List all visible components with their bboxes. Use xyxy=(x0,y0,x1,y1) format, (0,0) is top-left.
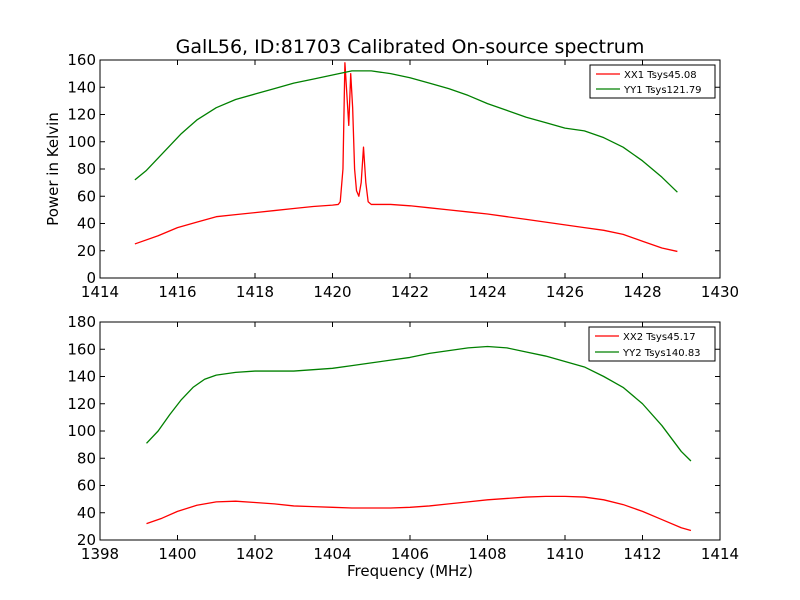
x-tick-label: 1404 xyxy=(313,545,351,563)
x-tick-label: 1424 xyxy=(468,283,506,301)
chart-title: GalL56, ID:81703 Calibrated On-source sp… xyxy=(176,36,645,58)
y-tick-label: 80 xyxy=(77,160,96,178)
y-tick-label: 60 xyxy=(77,477,96,495)
y-tick-label: 120 xyxy=(67,395,96,413)
x-tick-label: 1426 xyxy=(546,283,584,301)
x-tick-label: 1414 xyxy=(701,545,739,563)
y-tick-label: 140 xyxy=(67,368,96,386)
x-tick-label: 1414 xyxy=(81,283,119,301)
y-axis-label: Power in Kelvin xyxy=(44,112,62,226)
top-subplot: GalL56, ID:81703 Calibrated On-source sp… xyxy=(44,36,739,301)
bottom-legend-box xyxy=(588,326,716,362)
y-tick-label: 80 xyxy=(77,449,96,467)
y-tick-label: 180 xyxy=(67,313,96,331)
x-tick-label: 1418 xyxy=(236,283,274,301)
series-line-xx2 xyxy=(146,495,692,532)
bottom-legend: XX2 Tsys45.17 YY2 Tsys140.83 xyxy=(588,326,716,362)
legend-label-xx2: XX2 Tsys45.17 xyxy=(623,332,696,343)
top-axis-ticks: 1414 1416 1418 1420 1422 1424 1426 1428 1430 0 20 4… xyxy=(67,51,739,301)
top-legend-box xyxy=(589,64,716,99)
x-tick-label: 1416 xyxy=(158,283,196,301)
legend-label-xx1: XX1 Tsys45.08 xyxy=(624,70,697,81)
y-tick-label: 0 xyxy=(86,269,96,287)
series-line-yy2 xyxy=(146,345,692,462)
bottom-subplot: Frequency (MHz) 1398 1400 1402 1404 1406 1408… xyxy=(67,313,739,580)
y-tick-label: 20 xyxy=(77,242,96,260)
legend-label-yy1: YY1 Tsys121.79 xyxy=(623,85,702,96)
y-tick-label: 40 xyxy=(77,504,96,522)
y-tick-label: 160 xyxy=(67,340,96,358)
bottom-series-layer xyxy=(146,345,692,532)
x-tick-label: 1406 xyxy=(391,545,429,563)
x-tick-label: 1402 xyxy=(236,545,274,563)
x-tick-label: 1408 xyxy=(468,545,506,563)
y-tick-label: 140 xyxy=(67,78,96,96)
y-tick-label: 100 xyxy=(67,133,96,151)
x-tick-label: 1428 xyxy=(623,283,661,301)
bottom-axis-ticks: 1398 1400 1402 1404 1406 1408 1410 1412 1414 20 40… xyxy=(67,313,739,563)
y-tick-label: 120 xyxy=(67,106,96,124)
y-tick-label: 40 xyxy=(77,215,96,233)
top-plot-frame xyxy=(99,59,721,279)
y-tick-label: 100 xyxy=(67,422,96,440)
x-tick-label: 1420 xyxy=(313,283,351,301)
y-tick-label: 160 xyxy=(67,51,96,69)
x-tick-label: 1422 xyxy=(391,283,429,301)
x-tick-label: 1430 xyxy=(701,283,739,301)
bottom-plot-frame xyxy=(99,321,721,541)
series-line-xx1 xyxy=(134,62,678,253)
x-tick-label: 1410 xyxy=(546,545,584,563)
top-series-layer xyxy=(134,62,678,253)
x-tick-label: 1412 xyxy=(623,545,661,563)
x-tick-label: 1398 xyxy=(81,545,119,563)
x-axis-label: Frequency (MHz) xyxy=(347,562,473,580)
y-tick-label: 20 xyxy=(77,531,96,549)
legend-label-yy2: YY2 Tsys140.83 xyxy=(622,348,701,359)
top-legend: XX1 Tsys45.08 YY1 Tsys121.79 xyxy=(589,64,716,99)
y-tick-label: 60 xyxy=(77,187,96,205)
series-line-yy1 xyxy=(134,70,678,193)
x-tick-label: 1400 xyxy=(158,545,196,563)
